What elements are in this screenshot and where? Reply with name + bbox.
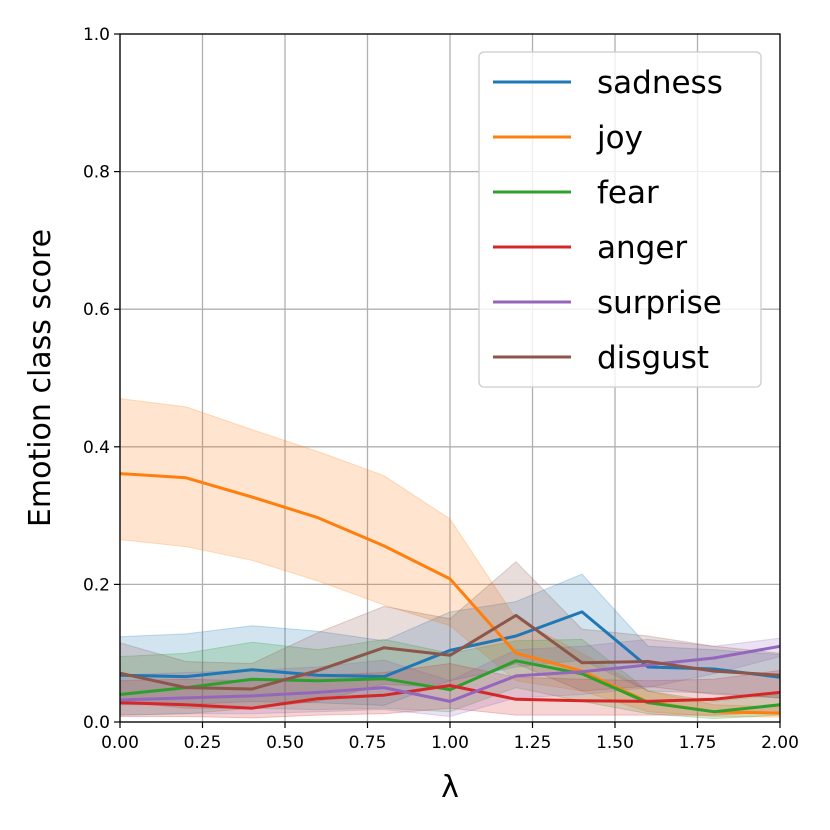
surprise-line: [119, 644, 781, 703]
y-tick-label: 1.0: [83, 25, 110, 45]
y-tick-label: 0.2: [83, 575, 110, 595]
legend-label-anger: anger: [597, 230, 687, 266]
x-tick-label: 1.25: [514, 733, 552, 753]
legend-label-joy: joy: [596, 120, 643, 156]
x-tick-label: 1.75: [679, 733, 717, 753]
legend-box: [478, 51, 762, 388]
anger-line: [119, 684, 781, 710]
legend-label-disgust: disgust: [597, 340, 709, 376]
fear-line: [119, 659, 781, 714]
y-tick-label: 0.4: [83, 438, 110, 458]
x-tick-label: 0.50: [266, 733, 304, 753]
x-tick-label: 0.00: [101, 733, 139, 753]
disgust-line: [119, 613, 781, 691]
legend: sadness joy fear anger surprise disgust: [478, 51, 762, 388]
x-tick-label: 2.00: [761, 733, 799, 753]
legend-label-fear: fear: [597, 175, 659, 211]
legend-label-sadness: sadness: [597, 65, 723, 101]
x-tick-label: 1.00: [431, 733, 469, 753]
y-axis-title: Emotion class score: [23, 229, 58, 527]
y-tick-label: 0.8: [83, 163, 110, 183]
sadness-line: [119, 610, 781, 679]
x-tick-label: 0.25: [184, 733, 222, 753]
y-tick-label: 0.6: [83, 300, 110, 320]
x-tick-label: 1.50: [596, 733, 634, 753]
series-lines: [119, 472, 781, 715]
y-tick-label: 0.0: [83, 713, 110, 733]
x-axis-title: λ: [441, 770, 459, 805]
legend-label-surprise: surprise: [597, 285, 722, 321]
axis-ticks: 0.00 0.25 0.50 0.75 1.00 1.25 1.50 1.75 2.00 0.0 0…: [83, 25, 799, 753]
x-tick-label: 0.75: [349, 733, 387, 753]
